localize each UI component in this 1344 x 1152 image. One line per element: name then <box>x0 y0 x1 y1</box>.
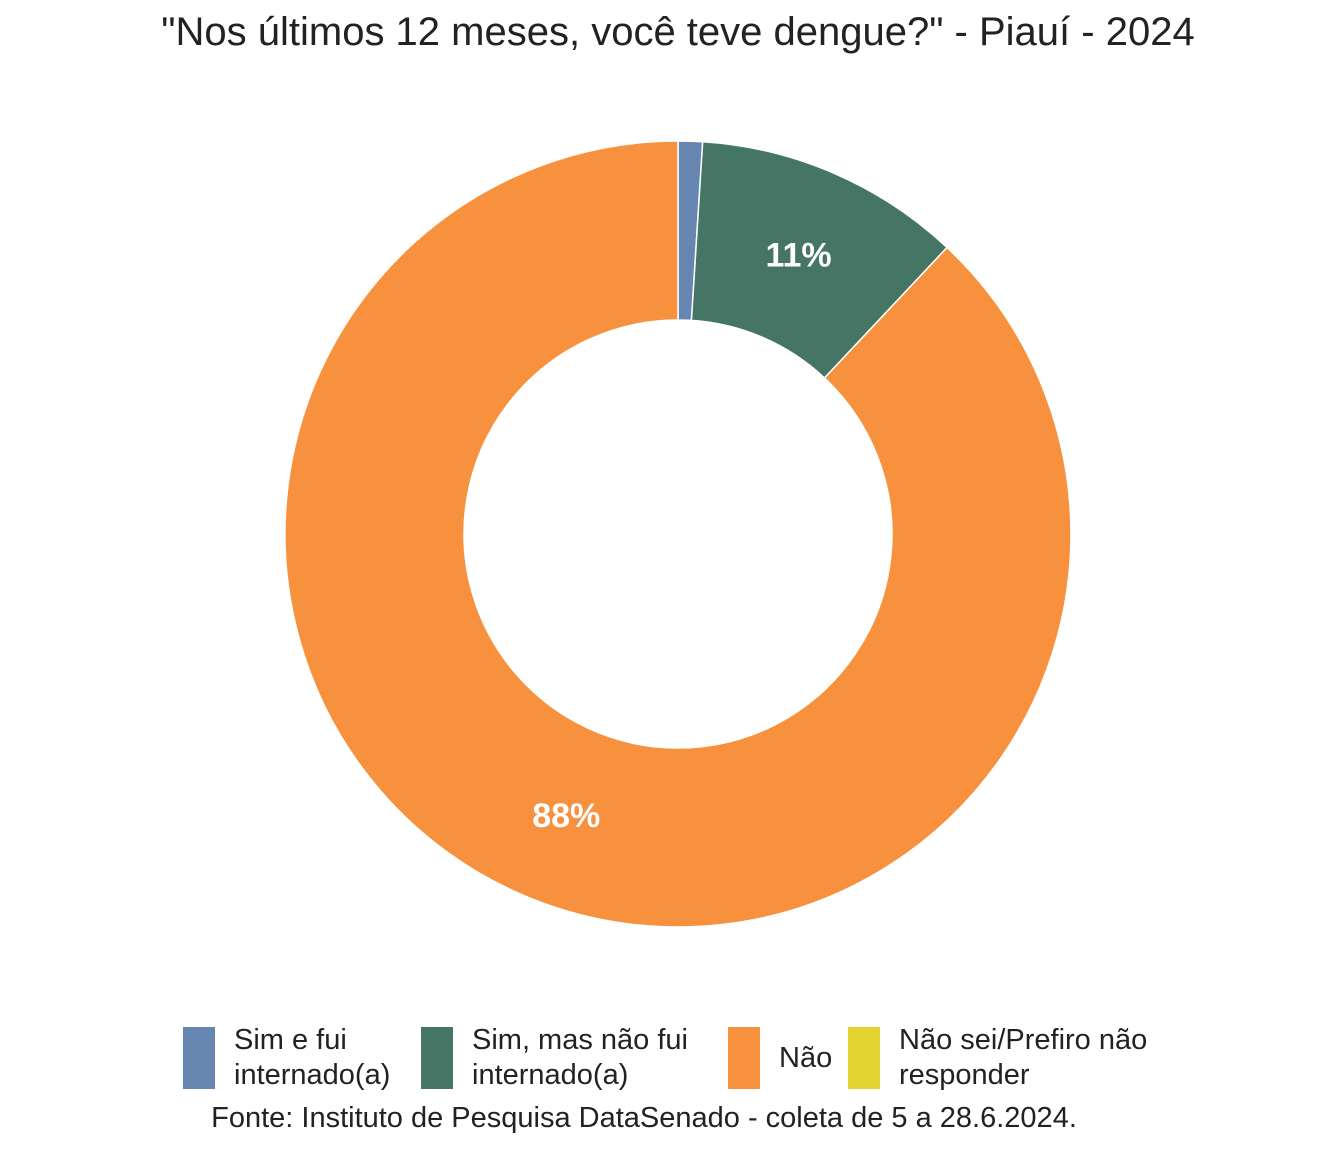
legend-item-nao-sei: Não sei/Prefiro não responder <box>848 1023 1147 1093</box>
data-label-nao: 88% <box>532 797 600 835</box>
legend-label-sim-internado: Sim e fui internado(a) <box>234 1024 391 1091</box>
legend-key-sim-internado <box>183 1027 215 1089</box>
chart-title: "Nos últimos 12 meses, você teve dengue?… <box>161 10 1195 54</box>
legend-key-sim-nao-internado <box>421 1027 453 1089</box>
donut-slice-nao <box>284 140 1072 928</box>
legend-label-nao-sei: Não sei/Prefiro não responder <box>899 1024 1148 1091</box>
legend-item-sim-internado: Sim e fui internado(a) <box>183 1023 421 1093</box>
legend: Sim e fui internado(a) Sim, mas não fui … <box>183 1023 1147 1093</box>
legend-label-nao: Não <box>779 1041 833 1074</box>
source-caption: Fonte: Instituto de Pesquisa DataSenado … <box>211 1102 1077 1134</box>
legend-item-nao: Não <box>728 1027 848 1089</box>
legend-key-nao-sei <box>848 1027 880 1089</box>
legend-label-sim-nao-internado: Sim, mas não fui internado(a) <box>472 1024 688 1091</box>
legend-key-nao <box>728 1027 760 1089</box>
legend-item-sim-nao-internado: Sim, mas não fui internado(a) <box>421 1023 728 1093</box>
data-label-sim-nao-internado: 11% <box>765 236 831 274</box>
